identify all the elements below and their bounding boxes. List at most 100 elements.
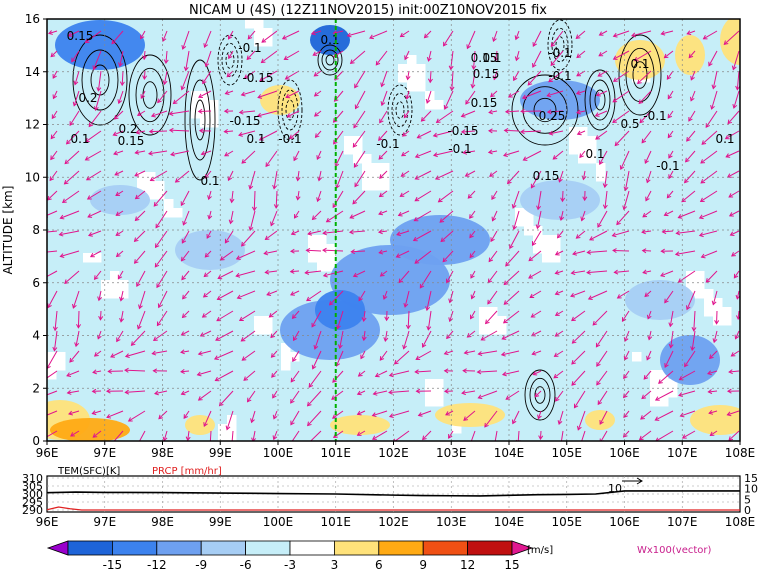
wind-vector <box>470 310 476 319</box>
wind-vector-head <box>380 82 385 88</box>
color-bar-label: -6 <box>240 558 252 572</box>
wind-vector-head <box>446 278 451 284</box>
wind-vector <box>249 210 256 231</box>
wind-vector-head <box>59 253 65 258</box>
wind-vector-head <box>705 278 711 283</box>
wind-vector-head <box>136 111 142 116</box>
shading-cell <box>434 388 444 398</box>
wind-vector <box>613 30 630 37</box>
wind-vector <box>669 310 674 327</box>
wind-vector-head <box>598 31 604 36</box>
wind-vector-head <box>93 275 99 281</box>
wind-vector <box>713 330 718 343</box>
wind-vector-head <box>443 350 449 356</box>
wind-vector <box>664 210 674 216</box>
wind-vector <box>52 90 58 99</box>
wind-vector <box>415 370 432 373</box>
wind-vector-head <box>691 327 697 332</box>
wind-vector-head <box>353 123 358 129</box>
wind-vector-head <box>554 251 560 256</box>
wind-vector <box>311 30 322 35</box>
wind-vector <box>413 230 432 242</box>
wind-vector <box>73 90 80 106</box>
wind-vector-head <box>88 232 93 237</box>
wind-vector <box>534 390 542 398</box>
wind-vector <box>316 150 322 160</box>
wind-vector-head <box>106 413 112 419</box>
wind-vector-head <box>469 253 475 259</box>
wind-vector <box>571 350 586 365</box>
wind-vector-head <box>511 203 517 209</box>
wind-vector <box>736 290 740 299</box>
wind-vector-head <box>290 420 295 426</box>
wind-vector-head <box>421 342 427 348</box>
wind-vector-head <box>728 436 734 441</box>
wind-vector-head <box>88 122 94 128</box>
wind-vector <box>577 130 586 135</box>
wind-vector <box>592 310 608 326</box>
contour-line <box>529 377 551 413</box>
wind-vector <box>647 310 652 319</box>
shading-cell <box>488 316 498 326</box>
wind-vector-head <box>399 32 405 38</box>
wind-vector <box>47 230 58 233</box>
wind-vector-head <box>477 394 483 400</box>
wind-vector-head <box>356 431 362 436</box>
wind-vector-head <box>272 414 278 420</box>
wind-vector-head <box>133 237 139 243</box>
wind-vector <box>381 90 388 106</box>
wind-vector <box>438 190 454 203</box>
wind-vector-head <box>686 136 691 142</box>
wind-vector-head <box>537 414 542 420</box>
surface-x-tick-label: 100E <box>263 515 294 529</box>
x-tick-label: 97E <box>93 446 116 460</box>
wind-vector-head <box>732 103 738 109</box>
wind-vector-head <box>119 81 125 87</box>
wind-vector <box>688 50 696 58</box>
wind-vector-head <box>227 34 233 40</box>
wind-vector-head <box>313 72 319 77</box>
wind-vector <box>489 110 498 114</box>
contour-line <box>325 54 335 66</box>
wind-vector-head <box>383 337 389 343</box>
wind-vector <box>667 90 674 99</box>
wind-vector <box>116 250 124 257</box>
wind-vector-head <box>50 134 56 140</box>
wind-vector-head <box>462 149 468 155</box>
wind-vector-head <box>434 175 440 180</box>
wind-vector-head <box>546 92 552 98</box>
wind-vector-head <box>47 303 52 309</box>
wind-vector <box>678 270 696 283</box>
wind-vector <box>90 250 102 258</box>
x-tick-label: 99E <box>209 446 232 460</box>
shading-cell <box>317 235 327 245</box>
wind-vector <box>227 170 234 181</box>
wind-vector-head <box>247 34 253 40</box>
wind-vector <box>550 30 564 47</box>
wind-vector-head <box>84 156 90 161</box>
contour-label: 0.15 <box>67 29 94 43</box>
wind-vector-head <box>64 159 70 165</box>
x-tick-label: 100E <box>263 446 294 460</box>
wind-vector <box>169 110 190 115</box>
shading-cell <box>542 235 552 245</box>
wind-vector <box>335 350 344 367</box>
wind-vector <box>595 130 608 140</box>
wind-vector <box>712 290 718 305</box>
wind-vector <box>253 190 256 211</box>
wind-vector-head <box>579 153 584 159</box>
wind-vector <box>728 190 740 198</box>
wind-vector-head <box>289 268 295 274</box>
wind-vector-head <box>181 313 187 319</box>
wind-vector <box>181 270 190 280</box>
wind-vector-head <box>470 294 476 300</box>
wind-vector-head <box>414 259 420 264</box>
wind-vector <box>121 70 124 86</box>
shading-cell <box>587 154 597 164</box>
wind-vector <box>93 50 102 70</box>
wind-vector-head <box>337 344 343 350</box>
wind-vector <box>378 130 388 141</box>
shading-blob <box>310 25 350 55</box>
wind-vector-head <box>723 40 729 45</box>
